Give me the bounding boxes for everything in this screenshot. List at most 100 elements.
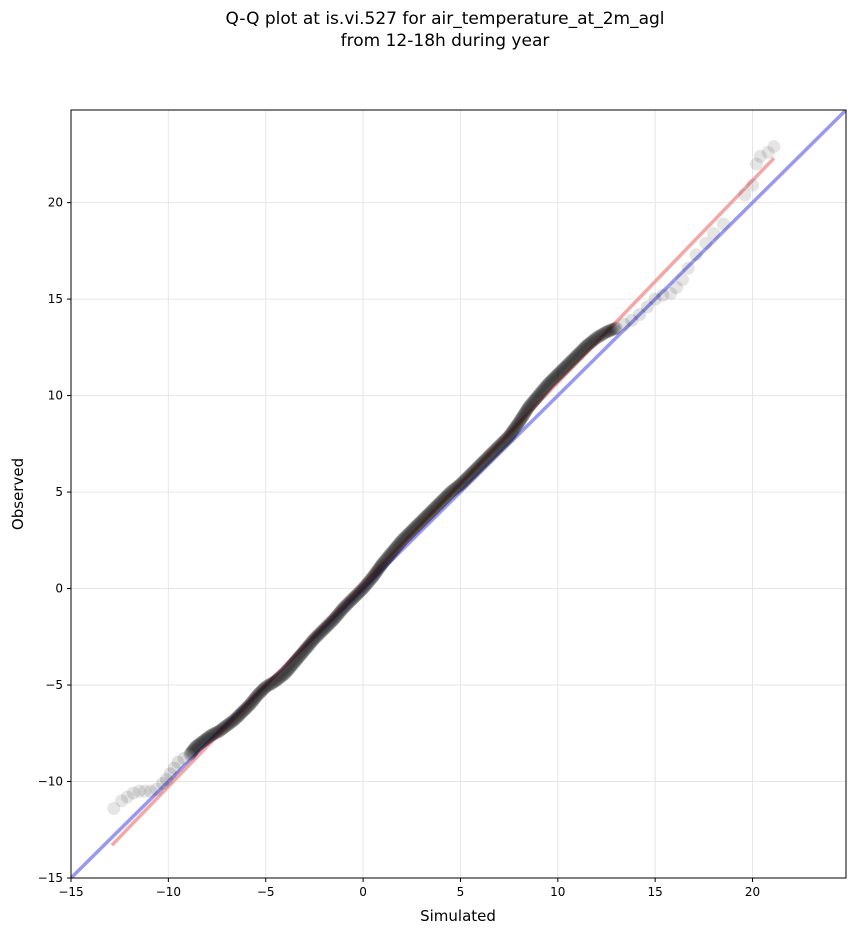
data-point <box>431 497 445 511</box>
data-point <box>518 405 532 419</box>
data-point <box>342 596 356 610</box>
data-point <box>344 594 358 608</box>
data-point <box>199 732 213 746</box>
data-point <box>370 564 384 578</box>
data-point <box>471 460 485 474</box>
data-point <box>599 325 613 339</box>
data-point <box>510 418 524 432</box>
data-point <box>598 326 612 340</box>
data-point <box>228 713 242 727</box>
data-point <box>449 481 463 495</box>
data-point <box>244 696 258 710</box>
data-point <box>385 545 399 559</box>
data-point <box>452 478 466 492</box>
data-point <box>517 407 531 421</box>
data-point <box>468 462 482 476</box>
data-point <box>343 595 357 609</box>
data-point <box>450 480 464 494</box>
data-point <box>192 738 206 752</box>
data-point <box>184 746 198 760</box>
data-point <box>707 226 721 240</box>
data-points <box>107 140 781 816</box>
data-point <box>485 446 499 460</box>
data-point <box>537 382 551 396</box>
data-point <box>530 391 544 405</box>
data-point <box>281 664 295 678</box>
data-point <box>408 520 422 534</box>
data-point <box>369 565 383 579</box>
data-point <box>363 574 377 588</box>
data-point <box>294 648 308 662</box>
data-point <box>479 452 493 466</box>
data-point <box>196 734 210 748</box>
data-point <box>273 670 287 684</box>
data-point <box>575 344 589 358</box>
data-point <box>458 473 472 487</box>
data-point <box>293 649 307 663</box>
data-point <box>596 327 610 341</box>
data-point <box>377 555 391 569</box>
data-point <box>520 403 534 417</box>
data-point <box>555 363 569 377</box>
data-point <box>250 689 264 703</box>
data-point <box>467 464 481 478</box>
data-point <box>545 374 559 388</box>
data-point <box>524 397 538 411</box>
data-point <box>304 636 318 650</box>
data-point <box>556 362 570 376</box>
data-point <box>495 436 509 450</box>
data-point <box>266 675 280 689</box>
data-point <box>310 629 324 643</box>
data-point <box>434 495 448 509</box>
data-point <box>675 273 689 287</box>
data-point <box>376 556 390 570</box>
data-point <box>566 352 580 366</box>
data-point <box>296 645 310 659</box>
data-point <box>490 441 504 455</box>
data-point <box>699 236 713 250</box>
data-point <box>201 730 215 744</box>
data-point <box>561 357 575 371</box>
data-point <box>337 600 351 614</box>
data-point <box>451 480 465 494</box>
data-point <box>539 380 553 394</box>
data-point <box>430 499 444 513</box>
data-point <box>435 494 449 508</box>
data-point <box>208 727 222 741</box>
data-point <box>521 401 535 415</box>
data-point <box>188 741 202 755</box>
data-point <box>509 419 523 433</box>
data-point <box>346 591 360 605</box>
data-point <box>480 451 494 465</box>
data-point <box>526 395 540 409</box>
data-point <box>363 573 377 587</box>
data-point <box>462 469 476 483</box>
data-point <box>253 686 267 700</box>
chart-title: Q-Q plot at is.vi.527 for air_temperatur… <box>0 8 854 52</box>
data-point <box>237 703 251 717</box>
data-point <box>419 510 433 524</box>
data-point <box>504 426 518 440</box>
data-point <box>496 435 510 449</box>
data-point <box>427 502 441 516</box>
data-point <box>597 326 611 340</box>
data-point <box>241 700 255 714</box>
data-point <box>375 557 389 571</box>
data-point <box>522 399 536 413</box>
data-point <box>272 671 286 685</box>
data-point <box>254 684 268 698</box>
x-tick-label: 10 <box>550 885 565 899</box>
data-point <box>359 578 373 592</box>
data-point <box>198 733 212 747</box>
data-point <box>187 742 201 756</box>
data-point <box>249 690 263 704</box>
data-point <box>557 361 571 375</box>
data-point <box>559 359 573 373</box>
data-point <box>428 501 442 515</box>
data-point <box>197 733 211 747</box>
data-point <box>241 699 255 713</box>
data-point <box>195 735 209 749</box>
data-point <box>448 482 462 496</box>
data-point <box>278 666 292 680</box>
data-point <box>415 513 429 527</box>
